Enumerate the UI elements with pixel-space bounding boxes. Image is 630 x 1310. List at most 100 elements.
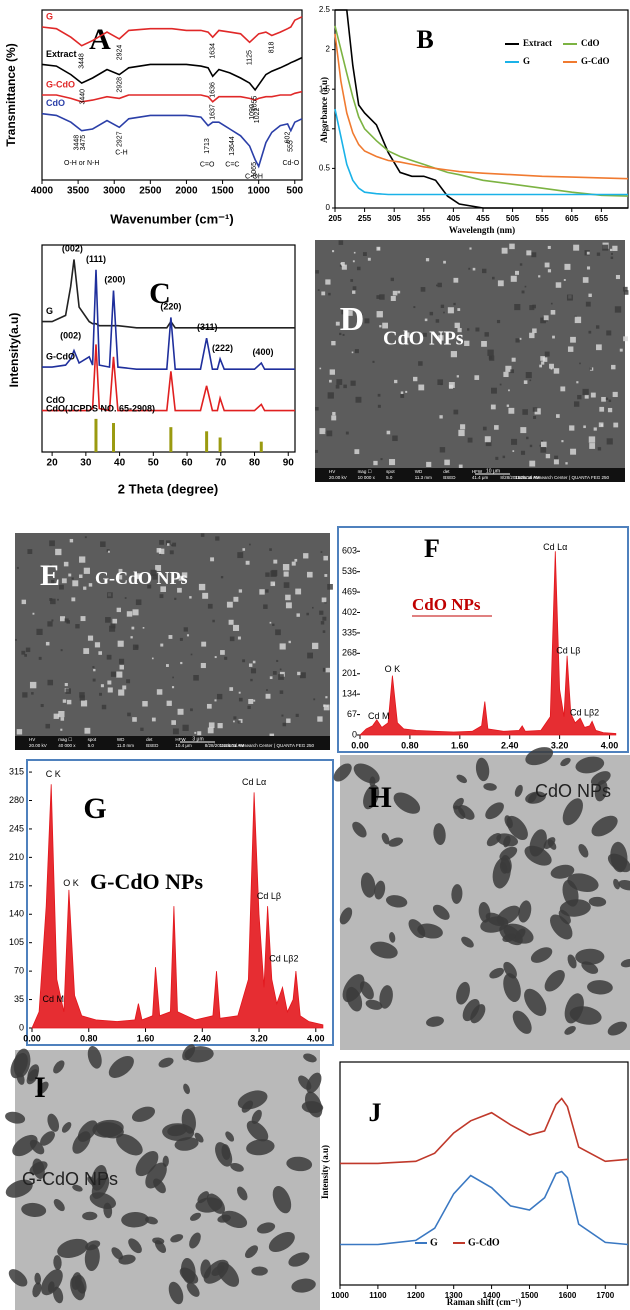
texture [53,1255,62,1270]
texture [166,540,171,545]
texture [599,406,605,412]
texture [359,981,374,1000]
texture [272,1185,292,1214]
texture [320,621,325,625]
texture [150,569,157,576]
annotation: O K [385,664,401,674]
texture [107,592,113,599]
annotation: C-OH [245,173,263,180]
texture [237,720,241,724]
x-tick-label: 30 [80,458,92,469]
texture [503,973,521,1002]
texture [352,260,355,263]
texture [220,576,224,579]
texture [40,1131,55,1146]
x-tick-label: 2.40 [194,1033,212,1043]
x-tick-label: 1400 [483,1291,501,1300]
texture [89,1192,117,1209]
texture [295,713,299,717]
texture [135,1151,159,1177]
texture [247,705,251,710]
texture [291,1278,316,1293]
texture [491,387,497,394]
texture [233,720,235,723]
y-tick-label: 245 [9,823,24,833]
texture [597,447,602,451]
texture [570,336,576,343]
texture [15,638,17,641]
texture [565,462,568,465]
texture [200,1259,212,1279]
texture [275,629,281,636]
texture [34,1272,42,1285]
annotation: 3448 [74,135,81,151]
texture [69,538,74,543]
texture [329,379,332,383]
x-axis-title: Wavenumber (cm⁻¹) [110,211,233,226]
y-tick-label: 469 [342,586,357,596]
x-tick-label: 1.60 [137,1033,155,1043]
texture [80,700,88,707]
texture [515,338,520,343]
texture [424,318,428,322]
texture [126,679,131,684]
texture [92,666,95,669]
texture [426,1016,444,1027]
texture [181,1257,196,1284]
texture [520,427,527,434]
x-tick-label: 1000 [248,186,271,197]
texture [458,429,465,437]
texture [532,407,538,412]
annotation: O-H or N-H [64,160,99,167]
texture [588,330,592,334]
texture [246,1120,269,1142]
texture [249,543,251,546]
panel-c: 20 30 40 50 60 70 80 90 2 Theta (degree) Intensit… [7,244,296,496]
texture [538,275,541,278]
texture [562,798,583,826]
x-tick-label: 3000 [103,186,126,197]
texture [60,649,63,652]
texture [269,733,275,739]
texture [623,336,628,342]
x-tick-label: 70 [215,458,227,469]
texture [94,642,101,648]
texture [393,792,421,814]
x-tick-label: 1500 [521,1291,539,1300]
texture [122,685,127,690]
texture [377,393,381,397]
texture [418,361,423,366]
texture [611,364,616,370]
info-text: HV [29,737,35,742]
texture [101,704,107,710]
info-text: 11:28:31 AM [219,743,244,748]
annotation: 2928 [116,77,123,93]
texture [553,459,559,465]
y-tick-label: 2.5 [319,5,331,14]
texture [582,388,589,396]
texture [590,771,611,786]
texture [272,623,275,627]
texture [602,244,609,251]
annotation: C=O [200,162,215,169]
texture [322,667,327,672]
texture [156,689,163,695]
texture [618,879,630,891]
texture [266,689,268,691]
x-tick-label: 2.40 [501,740,519,750]
texture [179,637,183,641]
texture [343,384,347,389]
texture [545,453,551,459]
annotation: Cd-O [282,160,299,167]
texture [321,291,326,296]
texture [198,583,206,591]
texture [317,289,320,291]
texture [382,322,388,329]
info-text: det [146,737,153,742]
panel-letter: E [40,559,60,592]
x-tick-label: 1.60 [451,740,469,750]
panel-label: G-CdO NPs [95,568,188,588]
panel-i: I G-CdO NPs [5,1044,324,1310]
texture [567,954,577,969]
texture [475,327,480,332]
